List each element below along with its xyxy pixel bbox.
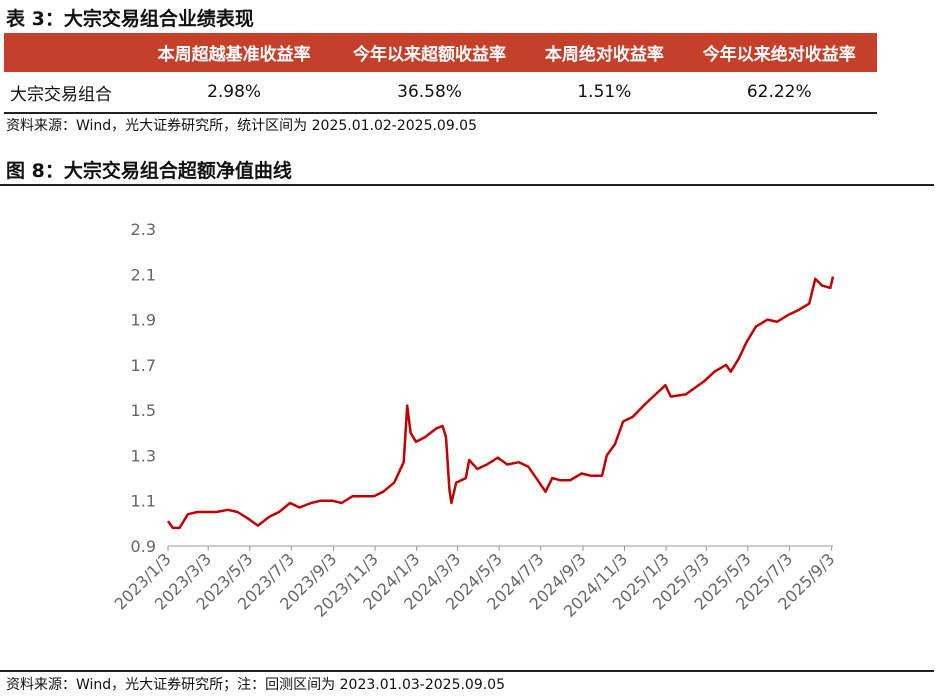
- y-tick-label: 2.1: [131, 265, 156, 284]
- table-source: 资料来源：Wind，光大证券研究所，统计区间为 2025.01.02-2025.…: [6, 118, 478, 134]
- y-tick-label: 0.9: [131, 537, 156, 556]
- table-title: 表 3：大宗交易组合业绩表现: [6, 8, 254, 30]
- table: 本周超越基准收益率 今年以来超额收益率 本周绝对收益率 今年以来绝对收益率 大宗交易组…: [4, 33, 877, 114]
- header-cell: 本周超越基准收益率: [136, 33, 332, 72]
- header-cell: 今年以来绝对收益率: [681, 33, 877, 72]
- chart-source: 资料来源：Wind，光大证券研究所；注：回测区间为 2023.01.03-202…: [6, 677, 506, 693]
- cell: 36.58%: [331, 72, 528, 114]
- rule: [0, 184, 934, 186]
- header-row: 本周超越基准收益率 今年以来超额收益率 本周绝对收益率 今年以来绝对收益率: [4, 33, 877, 72]
- cell: 大宗交易组合: [4, 72, 137, 114]
- y-tick-label: 1.9: [131, 311, 156, 330]
- y-tick-label: 1.3: [131, 446, 156, 465]
- rule: [0, 670, 934, 672]
- y-tick-label: 1.1: [131, 492, 156, 511]
- cell: 1.51%: [527, 72, 682, 114]
- chart-title: 图 8：大宗交易组合超额净值曲线: [6, 160, 292, 182]
- line: [166, 276, 835, 530]
- y-tick-label: 1.7: [131, 356, 156, 375]
- y-tick-label: 2.3: [131, 220, 156, 239]
- cell: 2.98%: [136, 72, 332, 114]
- header-cell: 本周绝对收益率: [527, 33, 682, 72]
- y-tick-label: 1.5: [131, 401, 156, 420]
- row: 大宗交易组合 2.98% 36.58% 1.51% 62.22%: [4, 72, 877, 114]
- cell: 62.22%: [681, 72, 877, 114]
- header-cell: 今年以来超额收益率: [331, 33, 528, 72]
- header-cell: [4, 33, 137, 72]
- chart: 0.91.11.31.51.71.92.12.32023/1/32023/3/3…: [111, 220, 839, 621]
